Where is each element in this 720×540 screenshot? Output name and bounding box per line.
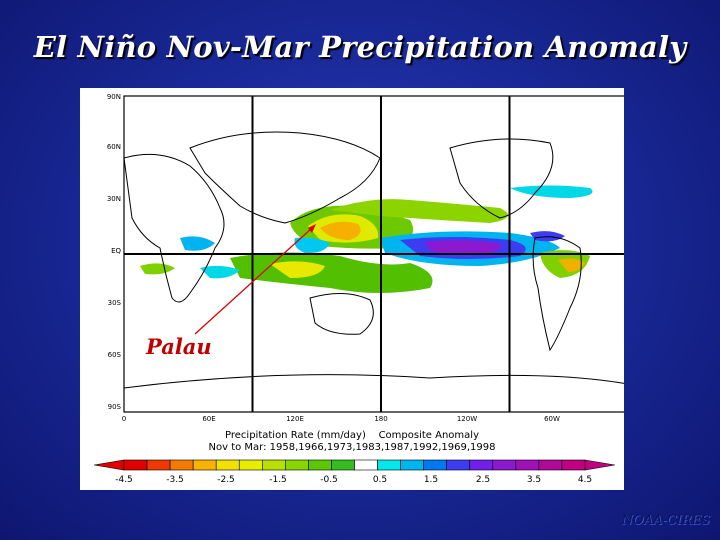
colorbar-swatch (561, 459, 586, 471)
colorbar-label: -4.5 (115, 475, 133, 485)
colorbar-swatch (238, 459, 263, 471)
colorbar-swatch (146, 459, 171, 471)
colorbar-swatch (377, 459, 401, 471)
colorbar-label: 3.5 (527, 475, 541, 485)
colorbar-label: 0.5 (373, 475, 387, 485)
lat-label: 60N (107, 143, 121, 151)
colorbar-label: -0.5 (320, 475, 338, 485)
caption-line-2: Nov to Mar: 1958,1966,1973,1983,1987,199… (208, 442, 496, 453)
figure-panel: 90N 60N 30N EQ 30S 60S 90S 0 60E 120E 18… (80, 88, 624, 490)
caption-line-1: Precipitation Rate (mm/day) Composite An… (225, 430, 479, 441)
lon-label: 120E (286, 415, 304, 423)
lon-label: 120W (457, 415, 477, 423)
lon-label: 60W (544, 415, 560, 423)
precipitation-map: 90N 60N 30N EQ 30S 60S 90S 0 60E 120E 18… (93, 93, 624, 485)
credit-text: NOAA-CIRES (621, 513, 710, 528)
colorbar-swatch (262, 459, 286, 471)
lon-label: 60E (202, 415, 215, 423)
colorbar-swatch (308, 459, 332, 471)
slide-title: El Niño Nov-Mar Precipitation Anomaly (33, 30, 687, 64)
lat-label: EQ (111, 247, 121, 255)
lat-label: 90N (107, 93, 121, 101)
grid-lines (124, 96, 624, 412)
colorbar-label: 2.5 (476, 475, 490, 485)
colorbar-swatch (354, 459, 378, 471)
arrow-head-icon (308, 224, 316, 233)
colorbar-labels: -4.5 -3.5 -2.5 -1.5 -0.5 0.5 1.5 2.5 3.5… (115, 475, 592, 485)
coastlines (123, 131, 624, 389)
palau-annotation: Palau (145, 224, 316, 359)
colorbar (93, 459, 616, 471)
lat-label: 60S (108, 351, 122, 359)
colorbar-label: 1.5 (424, 475, 438, 485)
lat-label: 30S (108, 299, 122, 307)
lon-label: 0 (122, 415, 126, 423)
colorbar-label: -1.5 (269, 475, 287, 485)
lon-label: 180 (374, 415, 387, 423)
colorbar-swatch (192, 459, 217, 471)
colorbar-swatch (285, 459, 309, 471)
colorbar-swatch (515, 459, 540, 471)
colorbar-swatch (215, 459, 240, 471)
colorbar-label: -3.5 (166, 475, 184, 485)
palau-label: Palau (145, 334, 212, 359)
anomaly-patches (140, 185, 593, 293)
colorbar-left-arrow-icon (93, 459, 125, 471)
lat-label: 30N (107, 195, 121, 203)
lat-label: 90S (108, 403, 122, 411)
colorbar-swatch (123, 459, 148, 471)
colorbar-swatch (492, 459, 517, 471)
colorbar-label: -2.5 (217, 475, 235, 485)
annotation-arrow (194, 227, 313, 335)
colorbar-swatch (446, 459, 471, 471)
colorbar-swatch (331, 459, 355, 471)
colorbar-swatch (469, 459, 494, 471)
colorbar-right-arrow-icon (584, 459, 616, 471)
colorbar-swatch (400, 459, 424, 471)
colorbar-swatch (423, 459, 447, 471)
colorbar-label: 4.5 (578, 475, 592, 485)
colorbar-swatch (538, 459, 563, 471)
colorbar-swatch (169, 459, 194, 471)
